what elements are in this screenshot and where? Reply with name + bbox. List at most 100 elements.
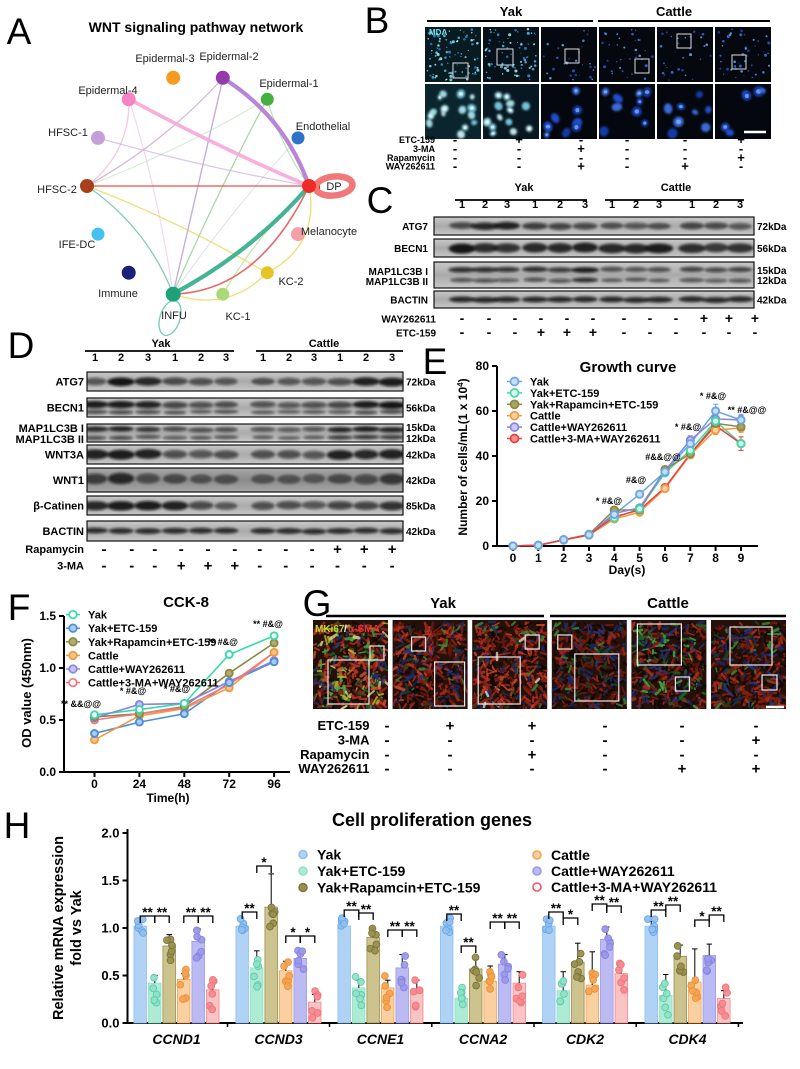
svg-text:**: ** [142,905,153,920]
svg-text:β-Catinen: β-Catinen [33,501,84,513]
svg-text:Cattle: Cattle [656,4,692,19]
svg-text:A: A [7,11,32,52]
svg-text:Cattle: Cattle [309,338,340,350]
svg-text:Melanocyte: Melanocyte [301,226,357,238]
svg-text:Yak+Rapamcin+ETC-159: Yak+Rapamcin+ETC-159 [317,880,481,896]
svg-text:6: 6 [662,551,669,565]
svg-text:-: - [648,310,653,326]
svg-text:CCK-8: CCK-8 [163,594,209,611]
svg-text:-: - [754,747,759,764]
svg-text:OD value (450nm): OD value (450nm) [19,638,34,748]
svg-text:Cattle+WAY262611: Cattle+WAY262611 [88,664,185,676]
svg-text:3: 3 [586,551,593,565]
svg-text:2: 2 [482,199,488,211]
svg-text:-: - [257,541,262,558]
svg-text:-: - [448,747,453,764]
svg-text:+: + [577,159,585,174]
svg-text:3-MA: 3-MA [57,561,84,573]
svg-text:+: + [537,324,545,340]
svg-text:**: ** [186,905,197,920]
svg-text:Yak+ETC-159: Yak+ETC-159 [88,623,157,635]
svg-text:-: - [362,558,367,575]
svg-text:Endothelial: Endothelial [296,121,350,133]
svg-text:-: - [680,732,685,749]
svg-text:-: - [487,324,492,340]
svg-text:** #&@@: ** #&@@ [728,405,767,415]
svg-text:15kDa: 15kDa [757,266,787,277]
svg-text:-: - [310,558,315,575]
svg-text:ETC-159: ETC-159 [317,718,369,733]
svg-text:2: 2 [363,352,369,364]
svg-text:-: - [385,747,390,764]
svg-text:2: 2 [198,352,204,364]
svg-text:+: + [589,324,597,340]
svg-text:60: 60 [476,404,490,418]
svg-text:WNT3A: WNT3A [45,450,84,462]
svg-text:42kDa: 42kDa [406,476,436,487]
svg-text:15kDa: 15kDa [406,423,436,434]
svg-text:**: ** [492,911,503,926]
svg-text:-: - [625,132,629,147]
svg-text:-: - [674,324,679,340]
svg-text:Epidermal-3: Epidermal-3 [135,53,194,65]
svg-text:Yak+ETC-159: Yak+ETC-159 [530,388,599,400]
svg-text:-: - [453,141,457,156]
svg-text:**: ** [609,895,620,910]
svg-text:#&@: #&@ [626,475,647,485]
svg-text:*: * [699,909,705,924]
svg-text:**: ** [346,899,357,914]
svg-text:-: - [603,747,608,764]
svg-text:24: 24 [133,777,147,791]
svg-text:Cattle+3-MA+WAY262611: Cattle+3-MA+WAY262611 [530,434,660,446]
svg-text:+: + [177,558,186,575]
svg-text:* #&@: * #&@ [596,496,623,506]
svg-text:CCND3: CCND3 [254,1031,302,1047]
svg-text:Yak+Rapamcin+ETC-159: Yak+Rapamcin+ETC-159 [88,637,216,649]
svg-text:*: * [290,925,296,940]
svg-text:3: 3 [656,199,662,211]
svg-text:1: 1 [609,199,615,211]
svg-text:3: 3 [223,352,229,364]
svg-text:-: - [513,310,518,326]
svg-text:56kDa: 56kDa [406,404,436,415]
svg-text:-: - [385,718,390,735]
svg-text:0.5: 0.5 [101,968,119,983]
svg-text:1: 1 [689,199,695,211]
svg-text:+: + [725,310,733,326]
svg-text:ETC-159: ETC-159 [399,135,435,145]
svg-text:42kDa: 42kDa [757,296,787,307]
svg-text:-: - [232,541,237,558]
svg-text:Yak+ETC-159: Yak+ETC-159 [317,863,406,879]
svg-text:* #&@: * #&@ [700,391,727,401]
svg-text:CDK2: CDK2 [566,1031,604,1047]
svg-text:+: + [528,718,537,735]
svg-text:7: 7 [687,551,694,565]
svg-text:0: 0 [91,777,98,791]
svg-text:-: - [683,141,687,156]
svg-text:G: G [303,583,332,624]
svg-text:*: * [305,925,311,940]
svg-text:Cattle: Cattle [647,595,689,612]
svg-text:8: 8 [712,551,719,565]
svg-text:Cattle+WAY262611: Cattle+WAY262611 [551,863,675,879]
svg-text:Rapamycin: Rapamycin [300,747,369,762]
svg-text:** &&@@: ** &&@@ [61,699,101,709]
svg-text:MKi67: MKi67 [315,624,345,635]
svg-text:2: 2 [118,352,124,364]
svg-text:-: - [739,159,743,174]
svg-text:-: - [448,761,453,778]
svg-text:-: - [739,141,743,156]
svg-text:+: + [700,310,708,326]
svg-text:Relative mRNA expression: Relative mRNA expression [51,836,67,1020]
svg-text:-: - [603,761,608,778]
svg-text:12kDa: 12kDa [406,434,436,445]
svg-text:-: - [453,159,457,174]
svg-text:1: 1 [172,352,178,364]
svg-text:1.5: 1.5 [39,609,56,623]
svg-text:*: * [568,907,574,922]
svg-text:*: * [261,855,267,870]
svg-text:+: + [528,747,537,764]
svg-text:+: + [446,718,455,735]
svg-text:DP: DP [326,181,341,193]
svg-text:1: 1 [535,551,542,565]
